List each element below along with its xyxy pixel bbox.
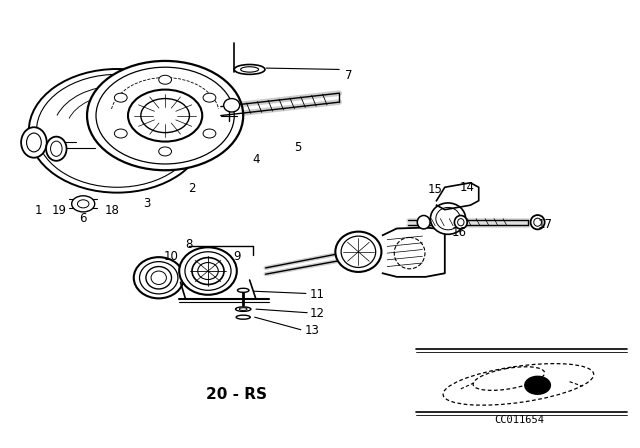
Circle shape — [203, 129, 216, 138]
Circle shape — [30, 68, 207, 192]
Text: 13: 13 — [305, 324, 320, 337]
Text: 7: 7 — [345, 69, 353, 82]
Text: 17: 17 — [538, 217, 553, 231]
Text: 11: 11 — [309, 288, 324, 302]
Ellipse shape — [417, 215, 430, 229]
Circle shape — [90, 62, 243, 169]
Ellipse shape — [21, 127, 47, 158]
Circle shape — [159, 75, 172, 84]
Text: 20 - RS: 20 - RS — [206, 387, 268, 402]
Ellipse shape — [46, 137, 67, 161]
Ellipse shape — [179, 247, 237, 295]
Text: 3: 3 — [143, 197, 151, 211]
Ellipse shape — [224, 99, 240, 112]
Ellipse shape — [430, 203, 466, 234]
Text: 12: 12 — [309, 307, 324, 320]
Text: 4: 4 — [252, 152, 260, 166]
Ellipse shape — [234, 65, 265, 74]
Text: 5: 5 — [294, 141, 301, 155]
Circle shape — [159, 147, 172, 156]
Circle shape — [115, 93, 127, 102]
Text: 8: 8 — [185, 237, 193, 251]
Ellipse shape — [236, 307, 251, 311]
Ellipse shape — [134, 257, 184, 298]
Ellipse shape — [237, 289, 249, 292]
Ellipse shape — [146, 267, 172, 289]
Text: 18: 18 — [104, 204, 120, 217]
Ellipse shape — [335, 232, 381, 272]
Circle shape — [72, 196, 95, 212]
Text: 2: 2 — [188, 181, 196, 195]
Text: 6: 6 — [79, 212, 87, 225]
Text: 10: 10 — [164, 250, 179, 263]
Ellipse shape — [236, 315, 250, 319]
Text: CC011654: CC011654 — [495, 415, 545, 425]
Circle shape — [87, 61, 243, 170]
Text: 1: 1 — [35, 204, 42, 217]
Circle shape — [115, 129, 127, 138]
Circle shape — [203, 93, 216, 102]
Text: 19: 19 — [52, 204, 67, 217]
Circle shape — [128, 90, 202, 142]
Text: 16: 16 — [452, 225, 467, 239]
Ellipse shape — [192, 258, 224, 284]
Ellipse shape — [531, 215, 545, 229]
Ellipse shape — [454, 215, 467, 229]
Circle shape — [525, 376, 550, 394]
Text: 14: 14 — [460, 181, 475, 194]
Text: 9: 9 — [233, 250, 241, 263]
Text: 15: 15 — [428, 182, 443, 196]
